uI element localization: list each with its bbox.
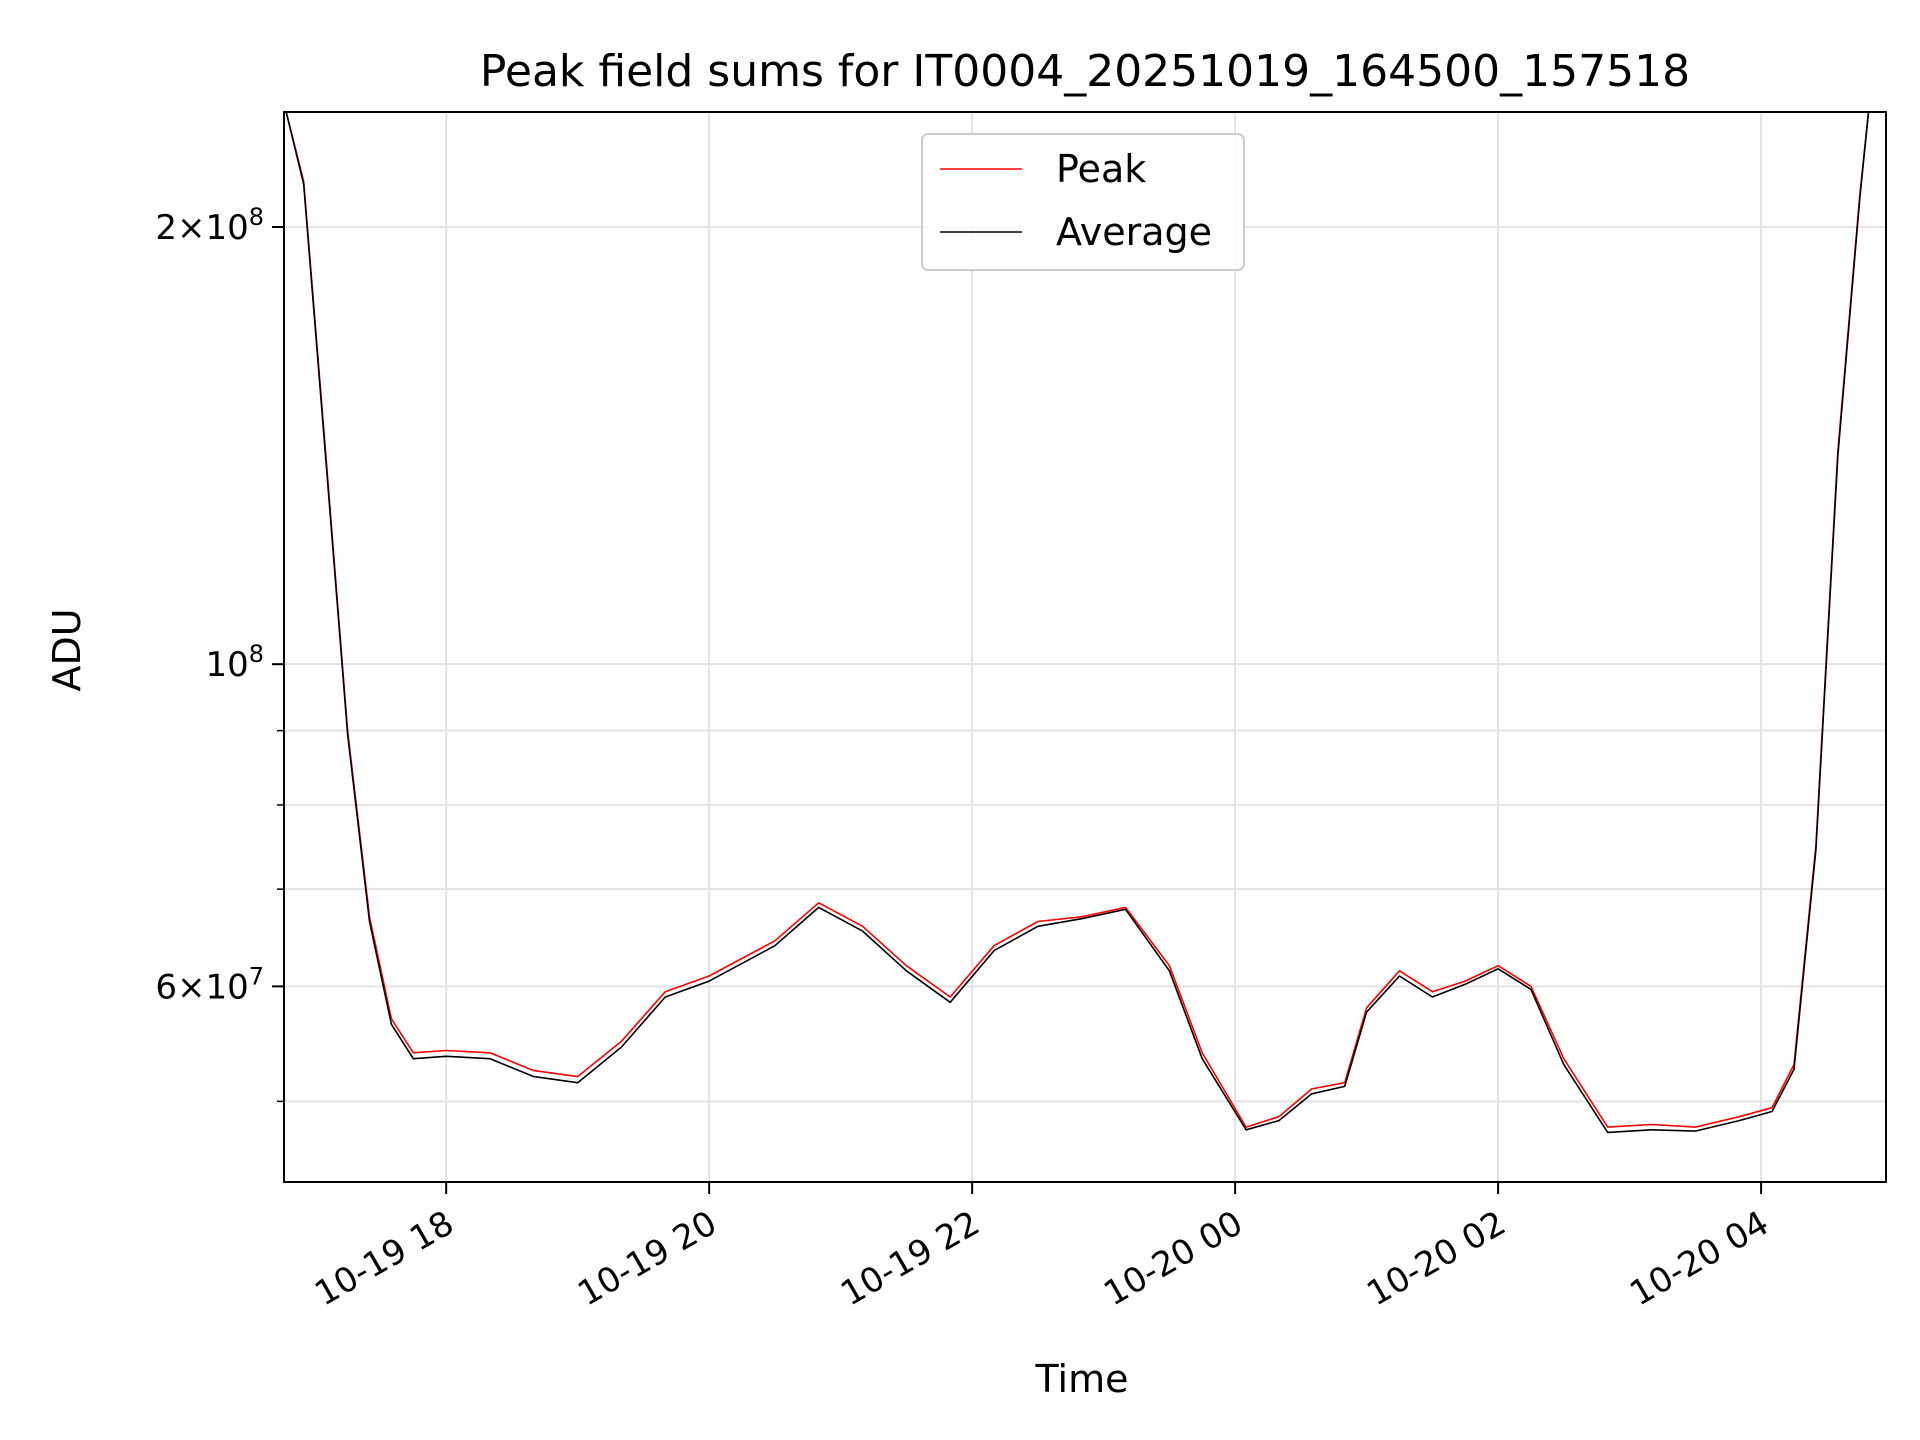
y-tick-label: 2×108 — [155, 203, 264, 248]
series-layer — [285, 112, 1870, 1134]
y-tick-label: 108 — [205, 640, 264, 685]
chart-title: Peak field sums for IT0004_20251019_1645… — [480, 46, 1690, 97]
grid — [284, 112, 1886, 1182]
legend-average-label: Average — [1056, 210, 1212, 254]
legend: Peak Average — [921, 133, 1245, 271]
y-axis-ticks: 6×107 108 2×108 — [155, 203, 284, 1103]
plot-frame — [283, 111, 1887, 1183]
x-axis-label: Time — [1035, 1357, 1129, 1401]
legend-box — [921, 133, 1245, 271]
y-tick-label: 6×107 — [155, 962, 264, 1007]
series-line-average — [285, 112, 1870, 1134]
y-axis-label: ADU — [45, 608, 89, 691]
series-line-peak — [285, 112, 1870, 1128]
legend-peak-label: Peak — [1056, 147, 1146, 191]
